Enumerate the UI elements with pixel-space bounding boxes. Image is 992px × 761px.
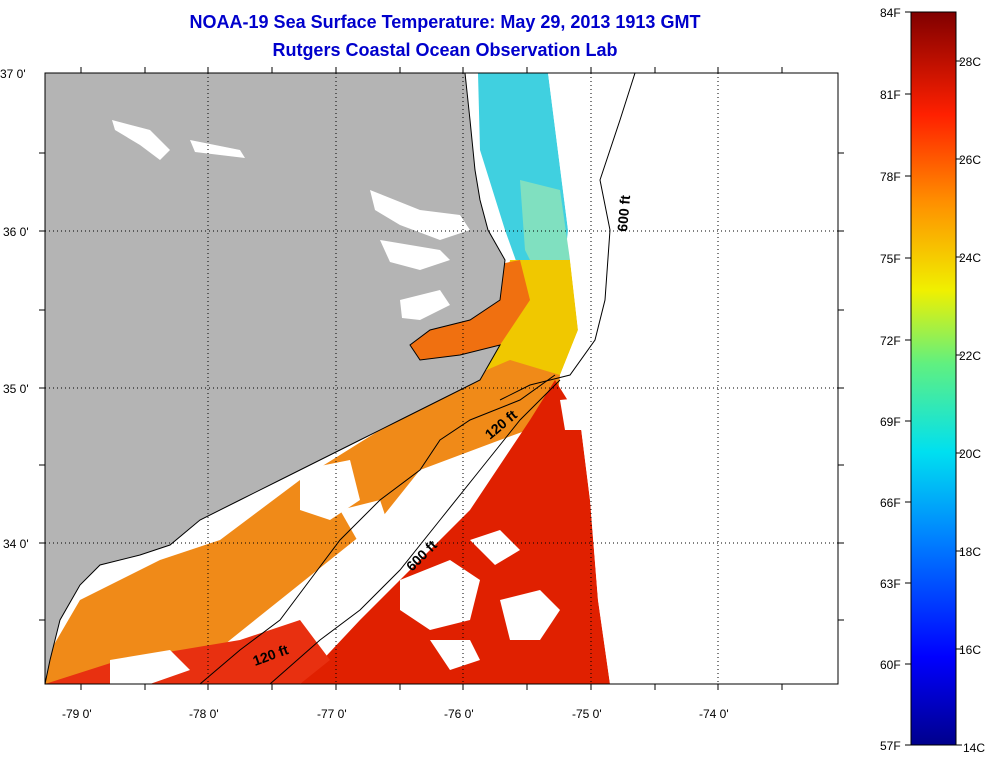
colorbar-c-label: 20C	[959, 447, 981, 461]
land-mass	[45, 73, 505, 684]
colorbar-f-ticks	[905, 11, 911, 746]
colorbar-f-label: 72F	[880, 334, 901, 348]
colorbar-f-label: 81F	[880, 88, 901, 102]
contour-600ft-north	[499, 73, 636, 401]
lon-label: -78 0'	[189, 707, 219, 721]
colorbar-c-label: 16C	[959, 643, 981, 657]
colorbar-f-label: 66F	[880, 496, 901, 510]
colorbar-f-label: 75F	[880, 252, 901, 266]
colorbar: 84F 81F 78F 75F 72F 69F 66F 63F 60F 57F …	[880, 6, 985, 755]
lat-label: 34 0'	[3, 537, 29, 551]
lon-label: -74 0'	[699, 707, 729, 721]
contour-label: 600 ft	[614, 194, 633, 232]
colorbar-f-label: 69F	[880, 415, 901, 429]
colorbar-c-label: 26C	[959, 153, 981, 167]
colorbar-c-label: 14C	[963, 741, 985, 755]
colorbar-f-label: 78F	[880, 170, 901, 184]
colorbar-f-label: 57F	[880, 739, 901, 753]
lat-label: 36 0'	[3, 225, 29, 239]
lon-label: -75 0'	[572, 707, 602, 721]
graticule	[45, 73, 838, 684]
lon-label: -79 0'	[62, 707, 92, 721]
colorbar-c-label: 24C	[959, 251, 981, 265]
plot-frame	[44, 72, 839, 685]
lon-label: -77 0'	[317, 707, 347, 721]
ticks	[39, 67, 844, 690]
colorbar-scale	[910, 11, 957, 746]
colorbar-f-label: 60F	[880, 658, 901, 672]
lat-label: 37 0'	[0, 67, 26, 81]
colorbar-c-label: 18C	[959, 545, 981, 559]
colorbar-c-label: 28C	[959, 55, 981, 69]
map-subtitle: Rutgers Coastal Ocean Observation Lab	[272, 40, 618, 60]
colorbar-c-ticks	[956, 60, 962, 746]
contour-120ft	[199, 374, 556, 684]
colorbar-c-label: 22C	[959, 349, 981, 363]
lat-label: 35 0'	[3, 382, 29, 396]
map-title: NOAA-19 Sea Surface Temperature: May 29,…	[189, 12, 701, 32]
contour-600ft-south	[269, 379, 561, 684]
colorbar-f-label: 63F	[880, 577, 901, 591]
lon-label: -76 0'	[444, 707, 474, 721]
inland-water	[112, 120, 470, 320]
colorbar-f-label: 84F	[880, 6, 901, 20]
